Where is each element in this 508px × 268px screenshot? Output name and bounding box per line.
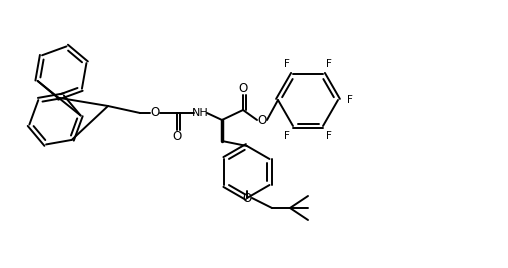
Text: O: O (172, 129, 182, 143)
Text: F: F (347, 95, 353, 105)
Text: O: O (242, 192, 251, 204)
Text: O: O (258, 114, 267, 126)
Text: O: O (238, 83, 247, 95)
Text: NH: NH (192, 108, 208, 118)
Text: F: F (284, 59, 290, 69)
Text: F: F (326, 59, 332, 69)
Text: O: O (150, 106, 160, 120)
Text: F: F (284, 131, 290, 142)
Text: F: F (326, 131, 332, 142)
